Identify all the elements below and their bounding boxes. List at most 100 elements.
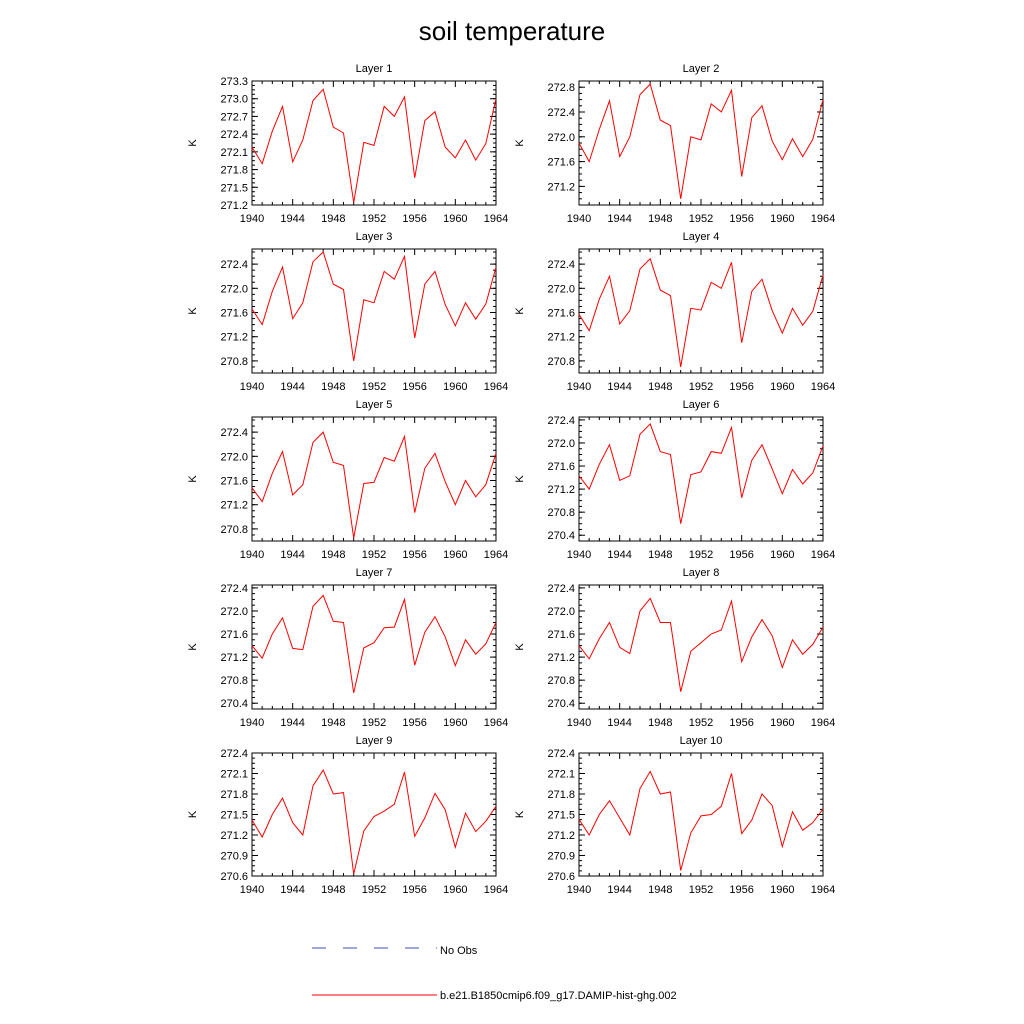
series-line-layer-1 [251,88,497,203]
panel-title-8: Layer 8 [683,567,720,579]
panels-group: Layer 1 1940 1944 1948 1952 1956 1960 1964 271.2… [187,63,835,896]
y-axis-label: K [514,307,526,315]
x-tick-label: 1960 [770,549,794,561]
x-tick-label: 1948 [648,213,672,225]
x-tick-label: 1960 [443,213,467,225]
series-line-layer-4 [578,257,824,368]
y-tick-label: 272.0 [220,283,248,295]
legend-label-model: b.e21.B1850cmip6.f09_g17.DAMIP-hist-ghg.… [440,990,677,1002]
x-tick-label: 1940 [240,884,264,896]
x-tick-label: 1948 [321,549,345,561]
x-tick-label: 1964 [484,549,508,561]
panel-title-10: Layer 10 [680,735,723,747]
x-tick-label: 1940 [240,549,264,561]
y-axis-label: K [514,475,526,483]
x-tick-label: 1956 [402,717,426,729]
y-tick-label: 272.0 [547,132,575,144]
chart-panel-2: Layer 2 1940 1944 1948 1952 1956 1960 1964 271.2… [514,63,835,225]
x-tick-label: 1952 [362,549,386,561]
x-tick-label: 1940 [567,717,591,729]
y-tick-label: 272.4 [547,259,575,271]
plot-frame [578,416,824,542]
x-tick-label: 1944 [607,717,631,729]
y-tick-label: 271.5 [220,182,248,194]
y-axis-label: K [514,643,526,651]
x-tick-label: 1964 [811,884,835,896]
y-tick-label: 271.2 [220,830,248,842]
y-tick-label: 272.7 [220,111,248,123]
y-tick-label: 271.5 [547,810,575,822]
y-tick-label: 270.9 [547,851,575,863]
y-tick-label: 270.4 [547,530,575,542]
y-tick-label: 272.4 [547,415,575,427]
y-tick-label: 271.6 [547,629,575,641]
panel-title-1: Layer 1 [356,63,393,75]
x-tick-label: 1948 [321,884,345,896]
x-tick-label: 1948 [321,381,345,393]
x-tick-label: 1944 [280,717,304,729]
panel-title-7: Layer 7 [356,567,393,579]
y-tick-label: 270.8 [220,356,248,368]
chart-panel-9: Layer 9 1940 1944 1948 1952 1956 1960 1964 270.6… [187,735,508,896]
x-tick-label: 1940 [240,213,264,225]
x-tick-label: 1944 [280,381,304,393]
y-axis-label: K [187,475,199,483]
x-tick-label: 1964 [484,717,508,729]
x-tick-label: 1948 [321,213,345,225]
x-tick-label: 1956 [729,549,753,561]
y-tick-label: 271.6 [547,461,575,473]
series-line-layer-8 [578,597,824,692]
x-tick-label: 1944 [607,884,631,896]
y-tick-label: 272.4 [220,259,248,271]
x-tick-label: 1960 [770,717,794,729]
y-tick-label: 273.3 [220,76,248,88]
series-line-layer-9 [251,769,497,875]
panel-title-2: Layer 2 [683,63,720,75]
x-tick-label: 1952 [689,213,713,225]
x-tick-label: 1944 [280,549,304,561]
plot-frame [251,80,497,206]
y-tick-label: 270.8 [547,507,575,519]
y-tick-label: 270.6 [547,871,575,883]
legend-label-no-obs: No Obs [440,945,478,957]
y-tick-label: 270.8 [547,675,575,687]
y-tick-label: 270.8 [547,356,575,368]
chart-panel-1: Layer 1 1940 1944 1948 1952 1956 1960 1964 271.2… [187,63,508,225]
chart-panel-8: Layer 8 1940 1944 1948 1952 1956 1960 1964 270.4… [514,567,835,729]
y-tick-label: 271.6 [220,476,248,488]
y-tick-label: 271.2 [220,652,248,664]
y-tick-label: 270.4 [220,698,248,710]
y-tick-label: 272.4 [220,129,248,141]
x-tick-label: 1964 [811,381,835,393]
legend: No Obs b.e21.B1850cmip6.f09_g17.DAMIP-his… [312,945,677,1002]
x-tick-label: 1964 [811,549,835,561]
y-tick-label: 272.4 [547,748,575,760]
y-tick-label: 272.1 [547,769,575,781]
x-tick-label: 1940 [567,381,591,393]
y-tick-label: 271.2 [547,181,575,193]
y-axis-label: K [514,139,526,147]
series-line-layer-10 [578,770,824,871]
y-tick-label: 270.8 [220,675,248,687]
y-axis-label: K [514,810,526,818]
chart-panel-3: Layer 3 1940 1944 1948 1952 1956 1960 1964 270.8… [187,231,508,393]
y-tick-label: 271.2 [547,332,575,344]
plot-frame [578,584,824,710]
x-tick-label: 1944 [280,213,304,225]
x-tick-label: 1940 [567,549,591,561]
y-tick-label: 272.0 [547,438,575,450]
y-tick-label: 273.0 [220,94,248,106]
x-tick-label: 1944 [280,884,304,896]
x-tick-label: 1940 [567,213,591,225]
figure-title: soil temperature [419,16,605,46]
x-tick-label: 1952 [689,884,713,896]
y-tick-label: 270.8 [220,524,248,536]
y-tick-label: 272.4 [547,107,575,119]
x-tick-label: 1960 [443,549,467,561]
panel-title-3: Layer 3 [356,231,393,243]
x-tick-label: 1948 [648,549,672,561]
plot-frame [251,752,497,877]
x-tick-label: 1952 [689,381,713,393]
y-tick-label: 272.0 [220,606,248,618]
